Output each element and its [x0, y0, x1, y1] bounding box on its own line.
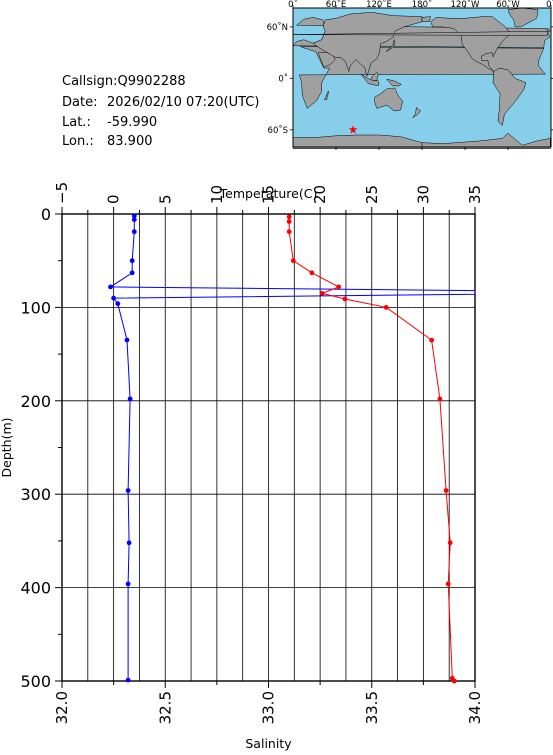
- temperature-data-point: [125, 488, 131, 493]
- map-lon-label: 60˚W: [496, 0, 520, 10]
- temperature-data-point: [127, 396, 133, 402]
- salinity-data-point: [342, 296, 348, 302]
- salinity-data-point: [429, 337, 434, 343]
- salinity-tick-label: 32.5: [156, 691, 174, 724]
- world-map: 0˚ 60˚E 120˚E 180˚ 120˚W 60˚W 0˚ 60˚N 0˚ 60˚S: [267, 0, 553, 150]
- temperature-data-point: [129, 270, 135, 276]
- temperature-tick-label: 20: [311, 185, 329, 204]
- temperature-axis-label: Temperature(C): [219, 186, 318, 201]
- temperature-tick-label: 0: [105, 194, 123, 204]
- salinity-data-point: [286, 229, 292, 235]
- salinity-data-point: [445, 581, 451, 587]
- map-land-arabia: [317, 52, 336, 68]
- salinity-series-line: [288, 216, 455, 682]
- salinity-tick-label: 33.0: [260, 691, 278, 724]
- depth-tick-label: 500: [20, 672, 51, 691]
- lon-value: 83.900: [107, 134, 153, 149]
- map-lon-label: 180˚: [412, 0, 432, 10]
- temperature-tick-label: 15: [260, 185, 278, 204]
- salinity-data-point: [319, 291, 325, 296]
- salinity-data-point: [286, 214, 292, 220]
- salinity-tick-label: 34.0: [466, 691, 484, 724]
- temperature-data-point: [131, 229, 137, 235]
- map-land-asia: [312, 12, 423, 78]
- lat-value: -59.990: [107, 115, 158, 130]
- temperature-tick-label: 35: [466, 185, 484, 204]
- map-lon-label: 120˚W: [451, 0, 480, 10]
- map-land-siberia-east: [421, 16, 431, 22]
- map-land-north-america: [430, 16, 512, 72]
- temperature-tick-label: 25: [363, 185, 381, 204]
- map-lat-label: 0˚: [278, 73, 288, 84]
- map-land-antarctica-west: [421, 132, 551, 149]
- salinity-data-point: [286, 219, 292, 224]
- temperature-data-point: [126, 540, 132, 546]
- salinity-series: [286, 214, 457, 684]
- depth-tick-label: 300: [20, 485, 51, 504]
- lat-line: Lat.: -59.990: [62, 116, 157, 129]
- callsign-value: Q9902288: [117, 74, 186, 89]
- temperature-data-point: [125, 581, 131, 587]
- salinity-data-point: [383, 305, 389, 310]
- temperature-series: [108, 213, 476, 683]
- map-lat-label: 60˚S: [268, 125, 288, 136]
- float-position-star-icon: [348, 125, 358, 134]
- map-land-madagascar: [324, 90, 330, 101]
- salinity-tick-label: 33.5: [363, 691, 381, 724]
- depth-axis-label: Depth(m): [0, 417, 14, 477]
- map-lon-label: 0˚: [546, 0, 553, 10]
- salinity-data-point: [290, 258, 296, 264]
- temperature-data-point: [131, 213, 137, 219]
- lon-label: Lon.:: [62, 134, 94, 149]
- salinity-tick-label: 32.0: [53, 691, 71, 724]
- map-land-australia: [374, 87, 403, 112]
- salinity-data-point: [447, 540, 453, 546]
- map-land-new-guinea: [386, 78, 402, 87]
- temperature-data-point: [124, 337, 130, 343]
- salinity-axis-label: Salinity: [245, 736, 292, 751]
- callsign-label: Callsign:: [62, 74, 118, 89]
- map-land-uk: [293, 28, 551, 36]
- map-lon-label: 0˚: [288, 0, 298, 10]
- salinity-data-point: [309, 270, 315, 276]
- map-lon-label: 120˚E: [366, 0, 392, 10]
- temperature-tick-label: 10: [208, 185, 226, 204]
- depth-tick-label: 100: [20, 298, 51, 317]
- salinity-data-point: [443, 488, 449, 493]
- map-land-south-america: [492, 67, 527, 127]
- date-line: Date: 2026/02/10 07:20(UTC): [62, 96, 259, 109]
- date-value: 2026/02/10 07:20(UTC): [107, 95, 260, 110]
- temperature-data-point: [131, 217, 137, 223]
- depth-tick-label: 0: [41, 205, 51, 224]
- map-lat-label: 60˚N: [267, 22, 288, 33]
- temperature-tick-label: 30: [414, 185, 432, 204]
- map-land-borneo: [370, 72, 379, 82]
- callsign-line: Callsign:Q9902288: [62, 75, 186, 88]
- temperature-data-point: [115, 301, 121, 307]
- temperature-data-point: [108, 284, 113, 290]
- temperature-data-point: [125, 677, 131, 683]
- salinity-data-point: [437, 396, 443, 402]
- temperature-data-point: [111, 295, 116, 301]
- temperature-tick-label: 5: [156, 194, 174, 204]
- map-land-indonesia: [360, 73, 380, 86]
- depth-tick-label: 400: [20, 579, 51, 598]
- map-land-antarctica: [292, 134, 423, 149]
- salinity-data-point: [336, 284, 342, 290]
- date-label: Date:: [62, 95, 98, 110]
- lon-line: Lon.: 83.900: [62, 135, 153, 148]
- map-lon-label: 60˚E: [326, 0, 346, 10]
- temperature-series-line: [108, 215, 476, 681]
- depth-tick-label: 200: [20, 392, 51, 411]
- map-land-japan: [386, 39, 396, 53]
- salinity-data-point: [451, 678, 457, 684]
- lat-label: Lat.:: [62, 115, 91, 130]
- temperature-data-point: [129, 258, 135, 264]
- map-land-new-zealand: [412, 107, 421, 119]
- temperature-tick-label: −5: [53, 182, 71, 204]
